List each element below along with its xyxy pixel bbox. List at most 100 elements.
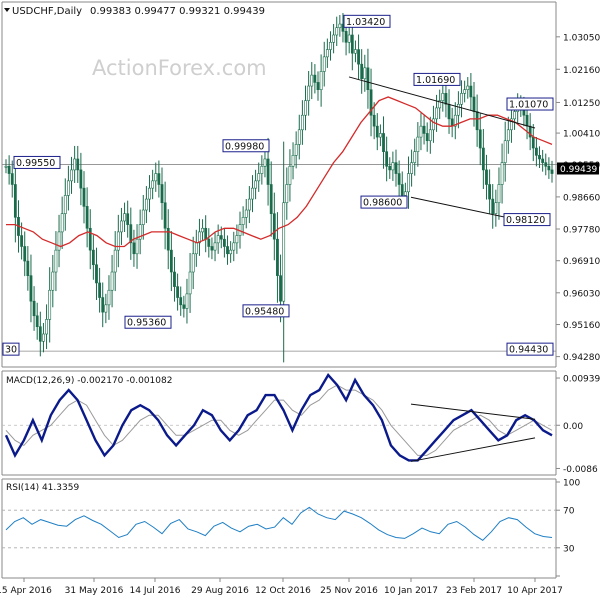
price-axis: 1.030501.021601.012501.004100.995500.986… — [556, 33, 600, 363]
candle-body — [394, 162, 398, 174]
candle-body — [397, 173, 401, 185]
price-label-box — [343, 14, 391, 28]
candle-body — [204, 227, 208, 240]
price-tick-label: 0.96030 — [563, 289, 600, 299]
price-labels: 1.03420 1.01690 1.01070 0.99980 0.99550 0.986… — [2, 14, 554, 356]
date-axis: 15 Apr 2016 31 May 2016 14 Jul 2016 29 Aug … — [0, 578, 563, 596]
candle-body — [157, 173, 161, 185]
candle-body — [210, 246, 214, 251]
candle-body — [503, 140, 507, 163]
macd-signal-line — [5, 384, 553, 456]
candle-body — [38, 326, 42, 342]
macd-trendlines — [410, 403, 536, 462]
candle-body — [388, 165, 392, 171]
candle-body — [466, 85, 470, 90]
candle-body — [272, 213, 276, 240]
candle-body — [132, 242, 136, 255]
price-panel: USDCHF,Daily 0.99383 0.99477 0.99321 0.9… — [1, 1, 600, 368]
price-label-box — [242, 304, 290, 318]
candle-body — [550, 169, 554, 174]
candle-body — [70, 169, 73, 182]
candle-body — [494, 202, 498, 214]
candle-body — [138, 224, 142, 240]
price-label-box — [413, 72, 461, 86]
price-tick-label: 1.00410 — [563, 130, 600, 140]
candle-body — [57, 231, 61, 251]
candle-body — [223, 238, 226, 247]
candlestick-series — [4, 13, 554, 363]
price-label: 1.01070 — [509, 100, 548, 111]
price-label-box — [2, 342, 20, 356]
candle-body — [198, 231, 201, 244]
macd-trendline — [410, 437, 536, 462]
candle-body — [350, 34, 354, 54]
candle-body — [251, 187, 254, 200]
candle-body — [360, 63, 364, 80]
candle-body — [525, 114, 529, 127]
candle-body — [469, 85, 473, 98]
candle-body — [416, 136, 420, 152]
candle-body — [216, 235, 220, 244]
price-label: 0.99550 — [16, 158, 55, 169]
candle-body — [338, 23, 342, 29]
candle-body — [428, 129, 432, 142]
candle-body — [419, 125, 423, 138]
price-label: 0.99980 — [225, 141, 264, 152]
candle-body — [110, 271, 114, 291]
candle-body — [160, 184, 164, 204]
candle-body — [276, 238, 279, 276]
candle-body — [422, 125, 426, 134]
candle-body — [63, 195, 67, 214]
rsi-tick-label: 70 — [563, 507, 575, 517]
price-label: 0.98120 — [506, 215, 545, 226]
candle-body — [188, 271, 192, 295]
candle-body — [413, 151, 417, 163]
candle-body — [478, 129, 482, 149]
candle-body — [7, 165, 11, 174]
candle-body — [104, 304, 108, 313]
price-tick-label: 0.95160 — [563, 321, 600, 331]
candle-body — [485, 169, 488, 185]
price-tick-label: 0.98660 — [563, 193, 600, 203]
candle-body — [541, 158, 545, 163]
candle-body — [544, 162, 548, 167]
price-label-box — [222, 139, 270, 153]
candle-body — [266, 158, 270, 185]
date-tick-label: 10 Jan 2017 — [384, 586, 438, 596]
candle-body — [48, 289, 52, 320]
candle-body — [313, 74, 317, 83]
candle-body — [403, 191, 407, 196]
candle-body — [329, 41, 332, 50]
candle-body — [226, 246, 229, 255]
candle-body — [447, 103, 451, 120]
rsi-title: RSI(14) 41.3359 — [6, 483, 79, 493]
macd-tick-label: 0.00 — [563, 422, 583, 432]
date-tick-label: 23 Feb 2017 — [446, 586, 502, 596]
macd-panel: MACD(12,26,9) -0.002170 -0.001082 0.0093… — [1, 370, 600, 476]
candle-body — [26, 260, 30, 276]
candle-body — [263, 158, 267, 167]
candle-body — [481, 147, 485, 171]
candle-body — [500, 162, 504, 185]
symbol-header: USDCHF,Daily 0.99383 0.99477 0.99321 0.9… — [4, 6, 265, 17]
candle-body — [241, 217, 245, 225]
price-label-box — [506, 342, 554, 356]
candle-body — [335, 27, 339, 36]
candle-body — [79, 169, 83, 189]
dropdown-triangle-icon — [4, 8, 10, 12]
candle-body — [32, 300, 36, 317]
candle-body — [363, 67, 367, 80]
candle-body — [425, 133, 429, 142]
candle-body — [95, 264, 98, 284]
candle-body — [126, 213, 130, 225]
price-label-box — [13, 155, 61, 169]
candle-body — [432, 118, 435, 131]
rsi-line — [5, 506, 553, 541]
candle-body — [269, 184, 273, 214]
candle-body — [145, 198, 148, 211]
candle-body — [73, 158, 77, 171]
candle-body — [123, 213, 126, 222]
candle-body — [166, 227, 170, 251]
macd-title: MACD(12,26,9) -0.002170 -0.001082 — [6, 376, 172, 386]
candle-body — [382, 133, 385, 152]
